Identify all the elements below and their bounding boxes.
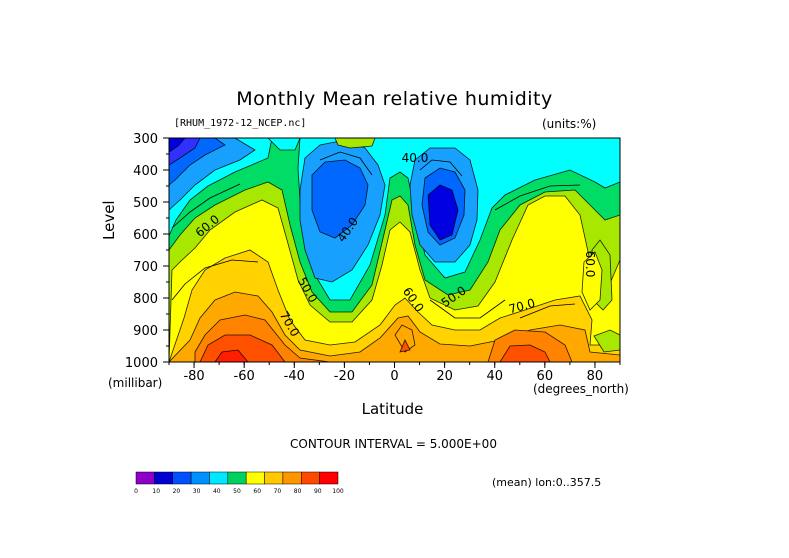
- humidity-field: [169, 138, 620, 362]
- contour-line: [319, 151, 373, 176]
- longitude-note: (mean) lon:0..357.5: [492, 476, 602, 489]
- contour-line: [494, 184, 581, 211]
- x-tick-label: 40: [486, 369, 503, 384]
- contour-label: 60.0: [583, 251, 597, 278]
- colorbar-swatch: [227, 471, 247, 485]
- x-tick-label: -80: [183, 369, 204, 384]
- colorbar-swatch: [301, 471, 320, 485]
- contour-interval-text: CONTOUR INTERVAL = 5.000E+00: [290, 437, 497, 451]
- x-tick-label: 20: [436, 369, 453, 384]
- contour-region: [427, 184, 459, 241]
- x-axis-unit: (degrees_north): [533, 382, 629, 396]
- y-tick-label: 700: [133, 260, 158, 275]
- x-axis-label: Latitude: [361, 400, 424, 418]
- contour-region: [581, 251, 603, 311]
- colorbar-level-label: 70: [274, 488, 282, 495]
- chart-title: Monthly Mean relative humidity: [236, 88, 553, 110]
- y-tick-label: 800: [133, 292, 158, 307]
- x-tick-label: -40: [284, 369, 305, 384]
- x-tick-label: 0: [390, 369, 398, 384]
- y-axis-unit: (millibar): [108, 376, 163, 390]
- y-tick-label: 900: [133, 324, 158, 339]
- contour-line: [171, 183, 241, 229]
- contour-line: [419, 159, 463, 177]
- y-tick-label: 400: [133, 164, 158, 179]
- colorbar-swatch: [282, 471, 302, 485]
- colorbar-level-label: 30: [193, 488, 201, 495]
- contour-region: [334, 138, 376, 149]
- contour-label: 70.0: [507, 296, 536, 316]
- x-tick-label: 80: [587, 369, 604, 384]
- y-tick-label: 1000: [125, 356, 158, 371]
- colorbar-swatch: [154, 471, 173, 485]
- y-tick-label: 500: [133, 196, 158, 211]
- contour-region: [593, 329, 620, 353]
- x-tick-label: -20: [334, 369, 355, 384]
- x-tick-label: 60: [537, 369, 554, 384]
- contour-region: [399, 339, 411, 353]
- contour-region: [267, 138, 301, 151]
- colorbar-swatch: [135, 471, 155, 485]
- colorbar-swatch: [209, 471, 229, 485]
- colorbar-swatch: [245, 471, 265, 485]
- contour-region: [311, 159, 369, 239]
- contour-region: [169, 138, 186, 153]
- colorbar-level-label: 90: [314, 488, 322, 495]
- colorbar-level-label: 10: [152, 488, 160, 495]
- dataset-filename: [RHUM_1972-12_NCEP.nc]: [174, 118, 307, 129]
- y-tick-label: 300: [133, 132, 158, 147]
- contour-line: [171, 259, 259, 301]
- contour-label: 40.0: [402, 151, 429, 165]
- colorbar-swatch: [172, 471, 192, 485]
- colorbar-level-label: 0: [134, 488, 138, 495]
- y-tick-label: 600: [133, 228, 158, 243]
- x-tick-label: -60: [234, 369, 255, 384]
- colorbar-level-label: 80: [294, 488, 302, 495]
- colorbar-swatch: [264, 471, 284, 485]
- contour-line: [429, 299, 506, 319]
- colorbar-level-label: 60: [253, 488, 261, 495]
- units-label: (units:%): [542, 117, 597, 131]
- colorbar-level-label: 40: [213, 488, 221, 495]
- colorbar-swatch: [319, 471, 339, 485]
- colorbar-level-label: 100: [332, 488, 344, 495]
- colorbar-swatch: [190, 471, 210, 485]
- contour-region: [214, 349, 249, 362]
- colorbar-level-label: 20: [173, 488, 181, 495]
- contour-region: [499, 344, 551, 362]
- colorbar-level-label: 50: [233, 488, 241, 495]
- contour-line: [519, 303, 576, 319]
